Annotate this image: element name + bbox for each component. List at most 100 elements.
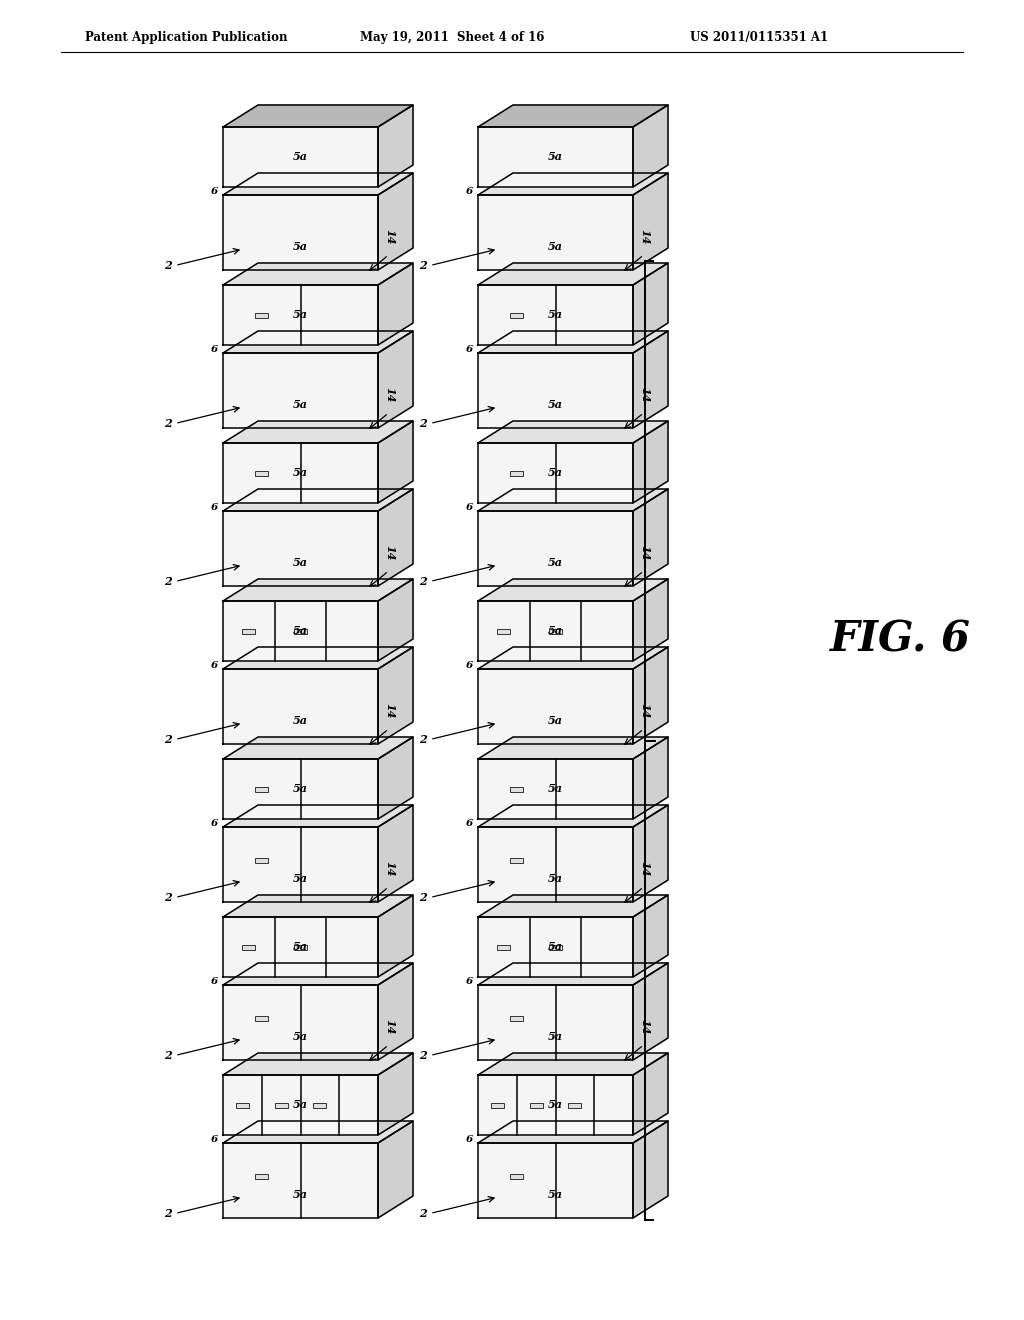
Polygon shape [478,421,668,444]
Polygon shape [633,579,668,661]
Bar [274,1104,288,1107]
Text: 5a: 5a [548,1031,563,1041]
Bar [255,313,268,318]
Polygon shape [633,263,668,345]
Text: 5a: 5a [293,941,308,953]
Polygon shape [478,805,668,828]
Bar [510,858,523,863]
Bar [490,1104,504,1107]
Polygon shape [478,285,633,345]
Polygon shape [478,737,668,759]
Bar [529,1104,543,1107]
Polygon shape [478,444,633,503]
Bar [255,858,268,863]
Bar [255,1016,268,1020]
Polygon shape [378,263,413,345]
Text: 2: 2 [419,260,427,271]
Text: 5a: 5a [548,467,563,479]
Polygon shape [223,1121,413,1143]
Polygon shape [478,511,633,586]
Polygon shape [633,1121,668,1218]
Polygon shape [223,263,413,285]
Polygon shape [478,828,633,902]
Polygon shape [378,964,413,1060]
Polygon shape [633,488,668,586]
Text: 5a: 5a [293,557,308,568]
Polygon shape [478,579,668,601]
Bar [549,630,562,634]
Polygon shape [223,444,378,503]
Text: 5a: 5a [548,784,563,795]
Text: 5a: 5a [293,240,308,252]
Text: 5a: 5a [548,626,563,636]
Text: 2: 2 [164,576,172,587]
Text: 5a: 5a [293,714,308,726]
Text: 14: 14 [639,704,650,719]
Text: 5a: 5a [548,399,563,409]
Text: 5a: 5a [293,784,308,795]
Text: 5a: 5a [293,152,308,162]
Text: 6: 6 [211,660,218,669]
Text: 5a: 5a [548,714,563,726]
Polygon shape [633,895,668,977]
Polygon shape [478,1074,633,1135]
Text: 2: 2 [164,734,172,744]
Bar [498,945,510,950]
Text: 2: 2 [164,1049,172,1061]
Text: 2: 2 [164,892,172,903]
Text: 5a: 5a [293,399,308,409]
Text: 2: 2 [164,260,172,271]
Text: 2: 2 [164,1208,172,1218]
Text: 5a: 5a [293,1100,308,1110]
Text: 2: 2 [419,1049,427,1061]
Polygon shape [478,1143,633,1218]
Polygon shape [223,895,413,917]
Polygon shape [223,985,378,1060]
Polygon shape [378,421,413,503]
Polygon shape [223,917,378,977]
Text: 14: 14 [384,545,395,561]
Text: 5a: 5a [293,873,308,883]
Text: 5a: 5a [293,309,308,321]
Bar [510,1173,523,1179]
Text: 14: 14 [384,230,395,246]
Text: 5a: 5a [548,152,563,162]
Text: 6: 6 [466,977,473,986]
Text: 6: 6 [211,345,218,354]
Polygon shape [223,737,413,759]
Text: Patent Application Publication: Patent Application Publication [85,30,288,44]
Text: 5a: 5a [293,1188,308,1200]
Text: 2: 2 [419,1208,427,1218]
Polygon shape [223,1143,378,1218]
Text: FIG. 6: FIG. 6 [830,619,971,661]
Polygon shape [223,759,378,818]
Text: 14: 14 [639,545,650,561]
Polygon shape [478,352,633,428]
Text: 5a: 5a [548,873,563,883]
Polygon shape [223,331,413,352]
Text: 14: 14 [639,1019,650,1035]
Bar [255,471,268,477]
Text: 14: 14 [639,387,650,403]
Text: 6: 6 [211,977,218,986]
Bar [313,1104,327,1107]
Text: 2: 2 [419,576,427,587]
Polygon shape [633,647,668,744]
Text: 14: 14 [639,230,650,246]
Polygon shape [633,421,668,503]
Bar [510,787,523,792]
Bar [549,945,562,950]
Bar [498,630,510,634]
Text: 6: 6 [466,186,473,195]
Text: 6: 6 [466,818,473,828]
Text: 2: 2 [419,418,427,429]
Text: 5a: 5a [548,557,563,568]
Text: 2: 2 [419,734,427,744]
Polygon shape [223,127,378,187]
Bar [294,945,307,950]
Bar [255,787,268,792]
Bar [255,1173,268,1179]
Polygon shape [223,647,413,669]
Polygon shape [378,805,413,902]
Polygon shape [223,352,378,428]
